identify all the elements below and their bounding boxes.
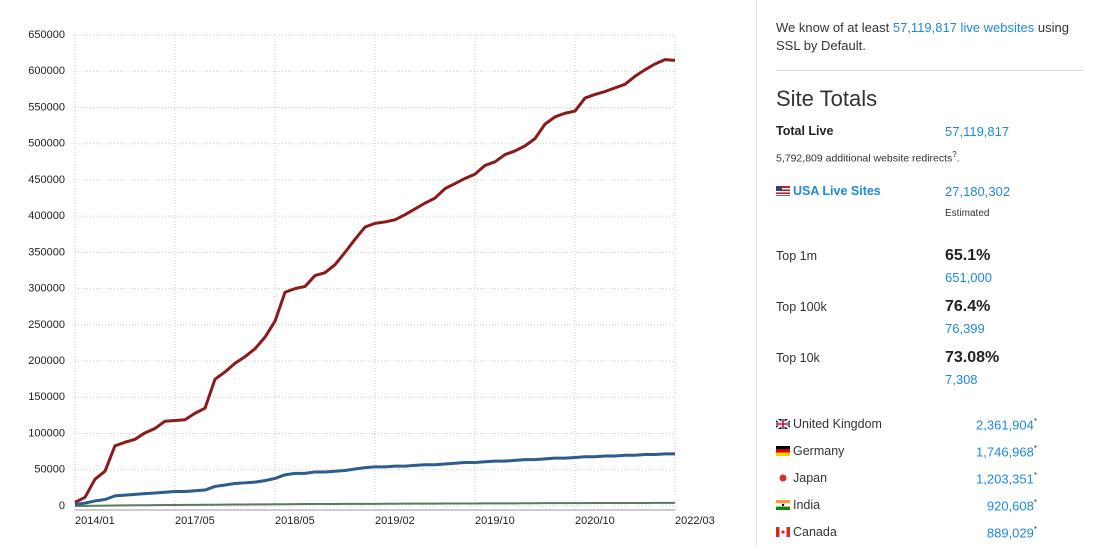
- label: Top 1m: [776, 249, 817, 263]
- footnote: *: [1033, 525, 1037, 534]
- intro: We know of at least 57,119,817 live webs…: [776, 19, 1086, 55]
- value[interactable]: 889,029: [986, 525, 1034, 541]
- x-tick-label: 2022/03: [675, 515, 715, 527]
- chart: 0 50000 100000 150000 200000 250000 300000 3500…: [28, 29, 715, 527]
- count: 7,308: [945, 372, 978, 387]
- country-name: Germany: [793, 444, 845, 458]
- label: Top 100k: [776, 300, 827, 314]
- country: United Kingdom: [776, 417, 882, 431]
- help[interactable]: ?: [952, 150, 957, 159]
- x-tick-label: 2019/10: [475, 515, 515, 527]
- text: 5,792,809 additional website redirects: [776, 152, 953, 165]
- value[interactable]: 1,203,351: [976, 471, 1034, 487]
- y-tick-label: 250000: [28, 319, 65, 331]
- line: [74, 58, 676, 504]
- y-tick-label: 450000: [28, 174, 65, 186]
- heading: Site Totals: [776, 86, 878, 111]
- flag: [776, 186, 790, 196]
- country-value: 920,608*: [987, 498, 1037, 513]
- country-value: 2,361,904*: [976, 417, 1037, 432]
- flag: [776, 527, 790, 537]
- line: [74, 501, 675, 507]
- country-name: Canada: [793, 525, 837, 539]
- country: Japan: [776, 471, 827, 485]
- note: Estimated: [945, 208, 990, 219]
- y-tick-label: 300000: [28, 283, 65, 295]
- country-value: 1,746,968*: [976, 444, 1037, 459]
- y-tick-label: 100000: [28, 427, 65, 439]
- percent: 73.08%: [945, 349, 1000, 366]
- x-tick-label: 2018/05: [275, 515, 315, 527]
- footnote: *: [1033, 498, 1037, 507]
- flag: [776, 419, 790, 429]
- label[interactable]: USA Live Sites: [793, 184, 881, 198]
- y-tick-label: 600000: [28, 65, 65, 77]
- footnote: *: [1033, 471, 1037, 480]
- percent: 65.1%: [945, 247, 991, 264]
- y-tick-label: 50000: [34, 464, 65, 476]
- intro-text: using SSL by Default.: [776, 20, 1069, 53]
- usa-link[interactable]: USA Live Sites: [776, 184, 881, 198]
- country-name: United Kingdom: [793, 417, 882, 431]
- value[interactable]: 1,746,968: [976, 444, 1034, 460]
- y-tick-label: 650000: [28, 29, 65, 41]
- country-name: Japan: [793, 471, 828, 485]
- country: Canada: [776, 525, 837, 539]
- x-tick-label: 2017/05: [175, 515, 215, 527]
- intro-link[interactable]: 57,119,817 live websites: [892, 20, 1035, 35]
- value[interactable]: 2,361,904: [976, 417, 1034, 433]
- redirects: 5,792,809 additional website redirects?.: [776, 150, 960, 165]
- y-tick-label: 550000: [28, 101, 65, 113]
- country: Germany: [776, 444, 844, 458]
- label: Top 10k: [776, 351, 820, 365]
- flag: [779, 474, 787, 482]
- country: India: [776, 498, 820, 512]
- divider: [776, 70, 1084, 71]
- y-tick-label: 350000: [28, 246, 65, 258]
- y-tick-label: 500000: [28, 138, 65, 150]
- y-tick-label: 400000: [28, 210, 65, 222]
- percent: 76.4%: [945, 298, 991, 315]
- x-tick-label: 2020/10: [575, 515, 615, 527]
- sidebar: We know of at least 57,119,817 live webs…: [756, 0, 1116, 546]
- text: .: [956, 152, 960, 165]
- label: Total Live: [776, 124, 834, 138]
- count: 76,399: [945, 321, 985, 336]
- y-tick-label: 0: [59, 500, 65, 512]
- y-tick-label: 200000: [28, 355, 65, 367]
- count: 651,000: [945, 270, 992, 285]
- x-tick-label: 2014/01: [75, 515, 115, 527]
- flag: [776, 446, 790, 456]
- x-tick-label: 2019/02: [375, 515, 415, 527]
- value: 57,119,817: [945, 124, 1010, 139]
- value[interactable]: 920,608: [986, 498, 1034, 514]
- footnote: *: [1033, 444, 1037, 453]
- intro-text: We know of at least: [776, 20, 890, 35]
- country-value: 889,029*: [987, 525, 1037, 540]
- y-tick-label: 150000: [28, 391, 65, 403]
- country-name: India: [793, 498, 821, 512]
- country-value: 1,203,351*: [976, 471, 1037, 486]
- line: [74, 452, 675, 507]
- footnote: *: [1033, 417, 1037, 426]
- value: 27,180,302: [945, 184, 1011, 199]
- flag: [776, 500, 790, 510]
